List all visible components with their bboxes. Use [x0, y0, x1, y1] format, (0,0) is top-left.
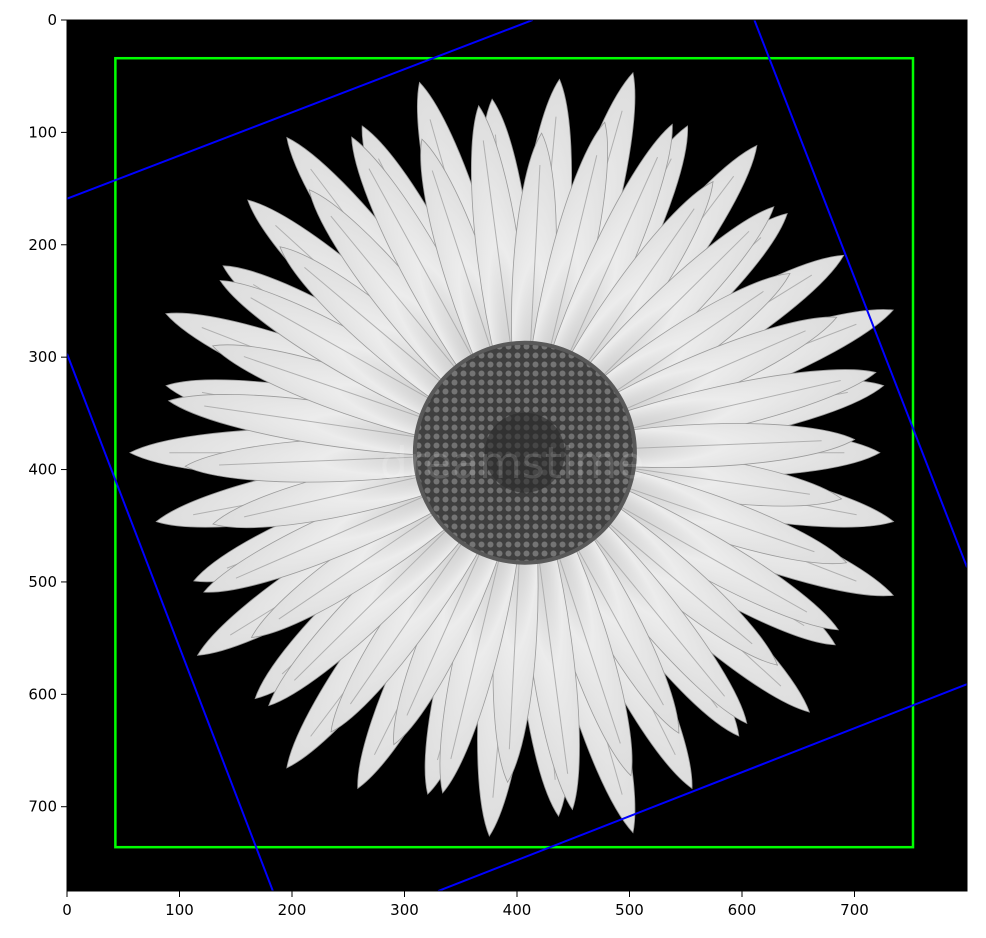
- petal-vein: [579, 520, 726, 697]
- blue-rotated-box-edge-1: [67, 20, 534, 200]
- petal-vein: [528, 165, 541, 373]
- petal-vein: [368, 168, 483, 375]
- blue-rotated-box-edge-3: [437, 683, 967, 891]
- y-tick-label: 400: [28, 461, 57, 479]
- x-tick-label: 300: [390, 901, 419, 919]
- x-axis: 0 100 200 300 400 500 600 700: [62, 891, 869, 919]
- petal-vein: [544, 155, 598, 371]
- flower-core: [484, 412, 565, 493]
- petal-vein: [244, 470, 448, 518]
- petal-vein: [571, 208, 695, 386]
- petal-vein: [250, 297, 449, 411]
- petal-vein: [204, 405, 436, 441]
- petal-vein: [330, 215, 472, 388]
- petal-vein: [406, 525, 493, 716]
- petal-vein: [603, 463, 810, 495]
- petal-vein: [243, 356, 447, 427]
- y-tick-label: 700: [28, 798, 57, 816]
- x-tick-label: 500: [615, 901, 644, 919]
- x-tick-label: 0: [62, 901, 72, 919]
- y-tick-label: 0: [47, 11, 57, 29]
- y-tick-label: 300: [28, 348, 57, 366]
- x-tick-label: 100: [165, 901, 194, 919]
- petal-vein: [235, 487, 445, 579]
- petal-vein: [586, 230, 750, 392]
- y-tick-label: 600: [28, 685, 57, 703]
- x-tick-label: 400: [503, 901, 532, 919]
- petal-vein: [431, 170, 500, 375]
- petal-vein: [587, 505, 753, 645]
- petal-vein: [612, 379, 841, 434]
- petal-vein: [304, 266, 464, 402]
- petal-vein: [550, 533, 621, 744]
- blue-rotated-box-edge-2: [753, 20, 967, 568]
- x-tick-label: 200: [278, 901, 307, 919]
- image-area: dreamstime: [67, 20, 967, 891]
- blue-rotated-box-edge-4: [67, 353, 274, 891]
- petal-vein: [278, 498, 457, 620]
- petal-vein: [602, 496, 808, 613]
- petal-vein: [562, 522, 664, 706]
- y-axis: 0 100 200 300 400 500 600 700: [28, 11, 67, 816]
- petal-vein: [294, 515, 462, 681]
- y-tick-label: 100: [28, 123, 57, 141]
- y-tick-label: 500: [28, 573, 57, 591]
- petal-vein: [590, 290, 764, 409]
- x-tick-label: 600: [728, 901, 757, 919]
- petal-vein: [605, 479, 815, 553]
- petal-vein: [607, 440, 822, 450]
- petal-vein: [450, 537, 505, 759]
- daisy-image: [129, 71, 895, 837]
- petal-vein: [602, 330, 806, 420]
- green-bounding-box: [114, 56, 915, 849]
- petal-vein: [508, 535, 522, 750]
- petal-vein: [561, 156, 659, 371]
- petal-vein: [219, 455, 440, 466]
- petal-vein: [349, 522, 477, 705]
- y-tick-label: 200: [28, 236, 57, 254]
- x-tick-label: 700: [840, 901, 869, 919]
- watermark: dreamstime: [380, 438, 644, 489]
- petal-vein: [482, 140, 514, 367]
- petal-vein: [536, 541, 569, 774]
